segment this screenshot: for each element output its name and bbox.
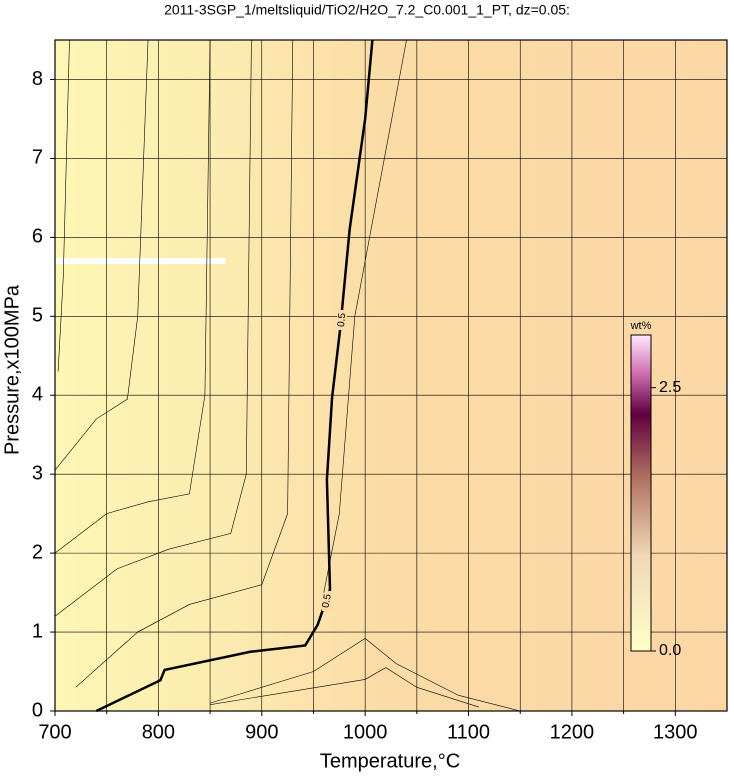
contour-line: [95, 39, 374, 713]
contour-label-bg: [337, 310, 347, 330]
x-tick-label: 1000: [343, 721, 388, 743]
x-tick-label: 700: [38, 721, 71, 743]
plot-background: [55, 40, 727, 711]
contour-line: [210, 667, 479, 708]
y-tick-label: 7: [32, 147, 43, 169]
colorbar: [630, 334, 652, 652]
y-tick-label: 1: [32, 620, 43, 642]
y-tick-label: 0: [32, 699, 43, 721]
contour-line: [75, 39, 294, 688]
y-tick-label: 2: [32, 541, 43, 563]
contour-line: [54, 39, 252, 617]
x-tick-label: 900: [245, 721, 278, 743]
y-tick-label: 6: [32, 226, 43, 248]
y-tick-label: 5: [32, 305, 43, 327]
contour-label: 0.5: [336, 312, 348, 327]
x-tick-label: 1300: [653, 721, 698, 743]
chart-title: 2011-3SGP_1/meltsliquid/TiO2/H2O_7.2_C0.…: [164, 2, 570, 18]
contour-label-bg: [322, 591, 332, 611]
contour-line: [54, 39, 211, 554]
y-tick-label: 3: [32, 462, 43, 484]
contour-line: [57, 39, 70, 372]
contour-line: [54, 39, 149, 471]
colorbar-label: wt%: [630, 320, 652, 332]
x-axis-label: Temperature,°C: [320, 750, 460, 772]
x-tick-label: 1100: [447, 721, 490, 743]
plot-frame: [54, 39, 728, 712]
x-tick-label: 1200: [550, 721, 595, 743]
contour-label: 0.5: [321, 593, 334, 609]
colorbar-tick-label: 2.5: [659, 379, 681, 396]
contour-line: [323, 39, 407, 593]
contour-line: [209, 638, 521, 712]
colorbar-tick-label: 0.0: [659, 642, 681, 659]
y-tick-label: 8: [32, 68, 43, 90]
x-tick-label: 800: [142, 721, 175, 743]
y-axis-label: Pressure,x100MPa: [1, 284, 23, 455]
y-tick-label: 4: [32, 384, 43, 406]
